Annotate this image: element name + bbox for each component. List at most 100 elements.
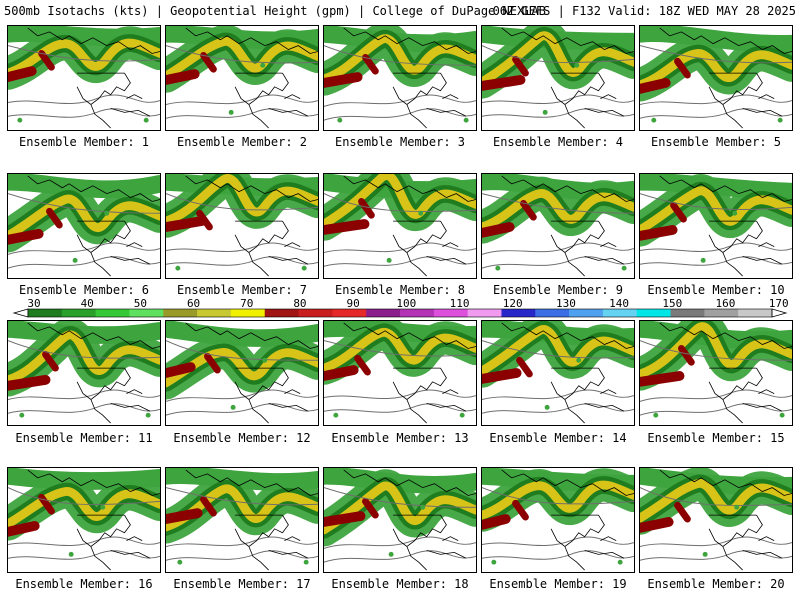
title-run-valid: 06Z GEFS | F132 Valid: 18Z WED MAY 28 20…: [492, 4, 796, 18]
height-contour: [324, 45, 476, 66]
colorbar-tick-label: 90: [347, 297, 360, 310]
wind-swath: [8, 194, 160, 241]
coastline: [659, 175, 792, 277]
wind-swath: [19, 412, 25, 418]
jet-core: [324, 72, 363, 88]
ensemble-map-panel: [323, 320, 477, 426]
ensemble-map-panel: [481, 467, 635, 573]
height-contour: [166, 536, 318, 547]
height-contour: [640, 389, 792, 402]
wind-height-map: [324, 321, 476, 424]
colorbar-swatch: [129, 309, 164, 317]
jet-core: [166, 362, 196, 378]
ensemble-map-panel: [481, 173, 635, 279]
ensemble-member-label: Ensemble Member: 5: [650, 135, 782, 149]
wind-swath: [621, 265, 627, 271]
wind-swath: [463, 117, 469, 123]
wind-swath: [574, 62, 580, 68]
height-contour: [482, 45, 634, 64]
wind-swath: [104, 210, 110, 216]
height-contour: [166, 403, 318, 416]
wind-swath: [166, 174, 318, 226]
height-contour: [324, 193, 476, 213]
jet-core: [482, 222, 515, 238]
height-contour: [640, 108, 792, 119]
wind-swath: [777, 117, 783, 123]
jet-core: [358, 198, 375, 219]
colorbar-swatch: [332, 309, 367, 317]
jet-core: [324, 219, 370, 235]
ensemble-member-label: Ensemble Member: 3: [334, 135, 466, 149]
ensemble-member-label: Ensemble Member: 10: [647, 283, 785, 297]
wind-swath: [734, 504, 740, 510]
ensemble-map-panel: [7, 320, 161, 426]
height-contour: [482, 389, 634, 400]
ensemble-map-panel: [7, 467, 161, 573]
wind-swath: [8, 468, 160, 490]
coastline: [185, 27, 318, 129]
height-contour: [324, 242, 476, 253]
ensemble-member-label: Ensemble Member: 13: [331, 431, 469, 445]
map-title: 500mb Isotachs (kts) | Geopotential Heig…: [4, 2, 796, 20]
height-contour: [166, 242, 318, 253]
ensemble-map-panel: [639, 320, 793, 426]
jet-core: [640, 517, 674, 533]
colorbar-tick-label: 130: [556, 297, 576, 310]
height-contour: [640, 403, 792, 416]
wind-swath: [732, 210, 738, 216]
jet-core: [674, 501, 691, 523]
height-contour: [324, 340, 476, 357]
wind-height-map: [8, 26, 160, 129]
wind-swath: [177, 559, 183, 565]
ensemble-map-panel: [7, 25, 161, 131]
jet-core: [670, 201, 687, 223]
jet-core: [200, 495, 217, 517]
ensemble-member-label: Ensemble Member: 14: [489, 431, 627, 445]
height-contour: [8, 256, 160, 269]
height-contour: [482, 550, 634, 560]
wind-height-map: [166, 26, 318, 129]
jet-core: [640, 78, 671, 94]
wind-swath: [544, 404, 550, 410]
height-contour: [324, 403, 476, 413]
wind-swath: [301, 265, 307, 271]
height-contour: [324, 256, 476, 267]
coastline: [27, 322, 160, 424]
height-contour: [166, 487, 318, 506]
colorbar-tick-label: 110: [450, 297, 470, 310]
wind-swath: [640, 26, 792, 53]
height-contour: [166, 340, 318, 361]
height-contour: [8, 94, 160, 105]
height-contour: [8, 340, 160, 359]
wind-swath: [700, 257, 706, 263]
colorbar-tick-label: 30: [27, 297, 40, 310]
wind-swath: [418, 210, 424, 216]
wind-swath: [651, 117, 657, 123]
height-contour: [324, 108, 476, 121]
colorbar-tick-label: 150: [662, 297, 682, 310]
ensemble-map-panel: [323, 173, 477, 279]
height-contour: [8, 389, 160, 400]
height-contour: [640, 256, 792, 266]
height-contour: [640, 94, 792, 105]
wind-swath: [388, 551, 394, 557]
height-contour: [640, 45, 792, 64]
colorbar-swatch: [95, 309, 130, 317]
wind-swath: [702, 551, 708, 557]
jet-core: [42, 350, 59, 372]
colorbar-tick-label: 80: [293, 297, 306, 310]
height-contour: [8, 45, 160, 62]
height-contour: [8, 108, 160, 118]
height-contour: [8, 536, 160, 547]
wind-swath: [640, 49, 792, 90]
wind-swath: [324, 174, 476, 229]
wind-swath: [166, 321, 318, 347]
jet-core: [203, 352, 221, 374]
jet-core: [38, 50, 55, 71]
colorbar-swatch: [163, 309, 198, 317]
colorbar-tick-label: 120: [503, 297, 523, 310]
ensemble-map-panel: [323, 467, 477, 573]
wind-swath: [333, 412, 339, 418]
jet-core: [512, 55, 529, 77]
wind-swath: [491, 559, 497, 565]
